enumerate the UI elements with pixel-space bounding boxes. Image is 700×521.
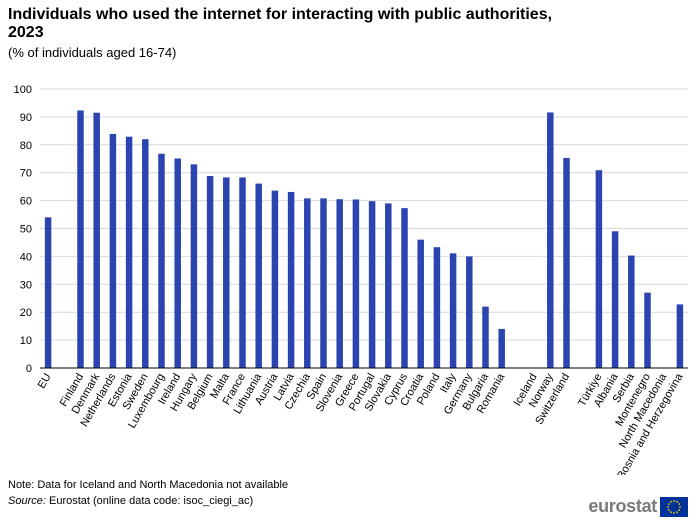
flag-star [676, 500, 678, 503]
x-tick-label: EU [36, 371, 54, 390]
bar [271, 190, 279, 368]
bar [385, 203, 392, 368]
bar [433, 247, 441, 368]
flag-star [678, 508, 681, 511]
logo-wordmark: eurostat [588, 496, 657, 516]
bar [547, 112, 554, 368]
bar [142, 139, 149, 368]
flag-star [667, 502, 670, 505]
bar [93, 112, 100, 368]
y-tick-label: 0 [26, 363, 32, 375]
bar [223, 177, 230, 368]
bar [498, 328, 505, 368]
bar [611, 231, 619, 368]
bar [417, 239, 424, 368]
source-label: Source: [8, 495, 46, 507]
flag-star [679, 505, 681, 508]
y-tick-label: 50 [20, 224, 32, 236]
chart-subtitle: (% of individuals aged 16-74) [8, 45, 177, 60]
y-tick-label: 40 [20, 251, 32, 263]
bar [401, 208, 408, 368]
bar [368, 201, 376, 368]
bar [563, 157, 570, 368]
bar [466, 256, 473, 368]
y-tick-label: 10 [20, 335, 32, 347]
bar [77, 110, 84, 368]
flag-star [667, 508, 670, 511]
bar [206, 176, 214, 368]
flag-star [673, 511, 675, 514]
source-text: Eurostat (online data code: isoc_ciegi_a… [48, 495, 254, 507]
y-tick-label: 30 [20, 279, 32, 291]
source-line: Source: Eurostat (online data code: isoc… [8, 495, 253, 507]
y-tick-label: 60 [20, 196, 32, 208]
flag-star [670, 510, 672, 513]
bar [109, 133, 117, 368]
bar [320, 198, 327, 368]
flag-star [673, 499, 675, 502]
bar [676, 304, 684, 368]
bar [352, 199, 360, 368]
y-tick-label: 70 [20, 168, 32, 180]
y-tick-label: 90 [20, 112, 32, 124]
chart-title: Individuals who used the internet for in… [8, 6, 553, 41]
bar [190, 164, 198, 368]
bar [449, 253, 457, 368]
bar [336, 199, 343, 368]
bar [125, 136, 133, 368]
flag-star [676, 510, 678, 513]
flag-star [678, 502, 681, 505]
flag-star [667, 505, 669, 508]
bar [239, 177, 246, 368]
y-tick-label: 80 [20, 140, 32, 152]
footnote: Note: Data for Iceland and North Macedon… [8, 479, 289, 491]
bar [44, 217, 52, 368]
bar [287, 191, 295, 368]
bar [482, 306, 489, 368]
bar [304, 198, 311, 368]
bar [644, 292, 651, 368]
y-tick-label: 100 [14, 84, 32, 96]
bar [628, 255, 635, 368]
bar [595, 170, 603, 368]
flag-star [670, 500, 672, 503]
eu-flag-icon [660, 496, 688, 517]
eurostat-logo: eurostat [588, 496, 688, 517]
bar [255, 183, 262, 368]
y-tick-label: 20 [20, 307, 32, 319]
bar [158, 153, 165, 368]
bar [174, 158, 181, 368]
